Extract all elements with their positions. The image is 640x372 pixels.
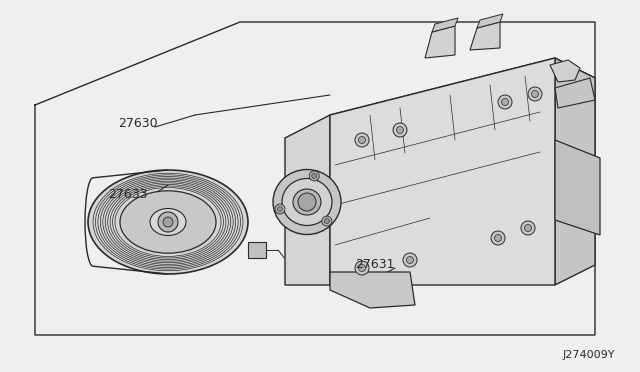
Circle shape (502, 99, 509, 106)
Polygon shape (248, 242, 266, 258)
Ellipse shape (293, 189, 321, 215)
Circle shape (278, 206, 282, 212)
Polygon shape (470, 22, 500, 50)
Circle shape (525, 224, 531, 231)
Circle shape (498, 95, 512, 109)
Text: 27633: 27633 (108, 188, 147, 201)
Circle shape (312, 173, 317, 179)
Text: 27630: 27630 (118, 117, 157, 130)
Circle shape (163, 217, 173, 227)
Polygon shape (555, 58, 595, 285)
Circle shape (322, 216, 332, 226)
Text: 27631: 27631 (355, 258, 394, 271)
Circle shape (495, 234, 502, 241)
Circle shape (406, 257, 413, 263)
Ellipse shape (150, 208, 186, 235)
Polygon shape (550, 60, 580, 82)
Circle shape (528, 87, 542, 101)
Circle shape (397, 126, 403, 134)
Circle shape (393, 123, 407, 137)
Polygon shape (432, 18, 458, 32)
Polygon shape (330, 58, 595, 135)
Circle shape (309, 171, 319, 181)
Circle shape (324, 219, 330, 224)
Polygon shape (330, 58, 555, 285)
Circle shape (355, 133, 369, 147)
Circle shape (275, 204, 285, 214)
Ellipse shape (120, 191, 216, 253)
Polygon shape (285, 115, 330, 285)
Circle shape (358, 264, 365, 272)
Circle shape (158, 212, 178, 232)
Polygon shape (555, 140, 600, 235)
Circle shape (403, 253, 417, 267)
Text: J274009Y: J274009Y (563, 350, 615, 360)
Ellipse shape (282, 179, 332, 225)
Polygon shape (330, 272, 415, 308)
Circle shape (298, 193, 316, 211)
Circle shape (491, 231, 505, 245)
Polygon shape (425, 26, 455, 58)
Circle shape (531, 90, 538, 97)
Circle shape (521, 221, 535, 235)
Circle shape (358, 137, 365, 144)
Circle shape (355, 261, 369, 275)
Ellipse shape (88, 170, 248, 274)
Polygon shape (555, 78, 595, 108)
Polygon shape (477, 14, 503, 28)
Ellipse shape (273, 170, 341, 234)
